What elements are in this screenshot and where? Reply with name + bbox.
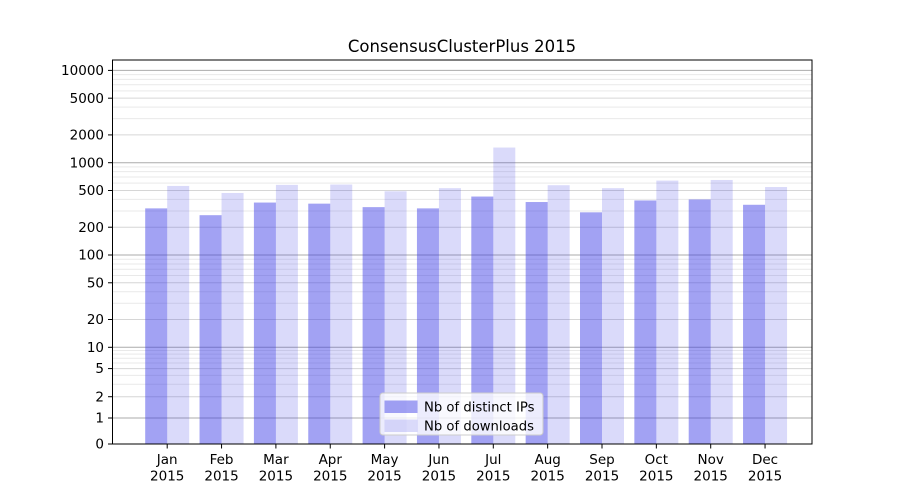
y-tick-label-50: 50 [87,275,104,291]
y-tick-label-5000: 5000 [70,91,104,107]
bar-nb-of-downloads-feb-2015 [221,192,244,444]
y-tick-label-2: 2 [95,389,104,405]
bar-nb-of-distinct-ips-mar-2015 [253,202,276,444]
x-tick-label-jul-2015: Jul 2015 [476,452,510,485]
x-tick-label-dec-2015: Dec 2015 [748,452,782,485]
bar-nb-of-downloads-jul-2015 [493,147,516,445]
bar-nb-of-distinct-ips-nov-2015 [688,199,711,444]
bar-nb-of-downloads-oct-2015 [656,180,679,444]
y-tick-label-500: 500 [78,183,104,199]
x-tick-label-mar-2015: Mar 2015 [259,452,293,485]
bar-nb-of-distinct-ips-jun-2015 [416,208,439,444]
y-tick-label-0: 0 [95,437,104,453]
x-tick-label-apr-2015: Apr 2015 [313,452,347,485]
bar-nb-of-downloads-mar-2015 [275,184,298,444]
y-tick-label-1000: 1000 [70,155,104,171]
y-tick-label-1: 1 [95,411,104,427]
x-tick-label-may-2015: May 2015 [367,452,401,485]
y-tick-label-5: 5 [95,361,104,377]
y-tick-label-10000: 10000 [61,63,104,79]
x-tick-label-jun-2015: Jun 2015 [422,452,456,485]
legend-box [379,392,544,436]
chart-title: ConsensusClusterPlus 2015 [347,37,577,56]
x-tick-label-nov-2015: Nov 2015 [694,452,728,485]
bar-nb-of-downloads-may-2015 [384,191,407,444]
bar-nb-of-downloads-apr-2015 [330,184,353,445]
x-tick-label-feb-2015: Feb 2015 [204,452,238,485]
bar-nb-of-distinct-ips-sep-2015 [580,212,602,444]
x-tick-label-aug-2015: Aug 2015 [530,452,564,485]
bar-nb-of-distinct-ips-may-2015 [362,207,385,444]
y-tick-label-10: 10 [87,340,104,356]
bar-nb-of-distinct-ips-feb-2015 [199,215,222,444]
x-tick-label-jan-2015: Jan 2015 [150,452,184,485]
bar-nb-of-downloads-nov-2015 [710,179,733,445]
bar-nb-of-distinct-ips-jul-2015 [471,196,494,444]
bar-nb-of-distinct-ips-dec-2015 [743,204,766,444]
bar-nb-of-distinct-ips-aug-2015 [525,202,548,444]
y-tick-label-20: 20 [87,312,104,328]
bar-nb-of-downloads-jan-2015 [167,185,190,444]
x-tick-label-sep-2015: Sep 2015 [585,452,619,485]
plot-border [112,59,813,445]
legend-label-nb-of-distinct-ips: Nb of distinct IPs [424,401,535,416]
bar-nb-of-distinct-ips-apr-2015 [308,203,331,444]
bar-nb-of-distinct-ips-jan-2015 [145,208,168,444]
x-tick-label-oct-2015: Oct 2015 [639,452,673,485]
legend-swatch-nb-of-downloads [384,419,418,432]
bar-nb-of-distinct-ips-oct-2015 [634,200,657,444]
bar-nb-of-downloads-dec-2015 [765,187,788,444]
y-tick-label-2000: 2000 [70,128,104,144]
y-tick-label-100: 100 [78,248,104,264]
bar-nb-of-downloads-aug-2015 [547,185,570,444]
legend-label-nb-of-downloads: Nb of downloads [424,420,534,435]
bar-nb-of-downloads-sep-2015 [602,188,624,444]
bar-nb-of-downloads-jun-2015 [438,188,461,444]
legend-swatch-nb-of-distinct-ips [384,400,418,413]
y-tick-label-200: 200 [78,220,104,236]
